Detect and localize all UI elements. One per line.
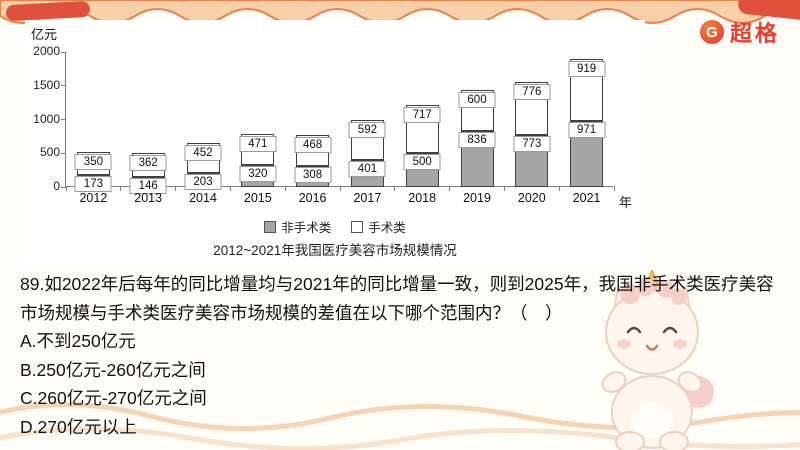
question-text-line1: 89.如2022年后每年的同比增量均与2021年的同比增量一致，则到2025年，… <box>20 274 774 294</box>
unicorn-mascot <box>601 270 714 450</box>
bar-value-label-surgical: 776 <box>513 84 551 101</box>
x-axis-tick-mark <box>394 186 396 191</box>
y-axis-tick-mark <box>61 186 66 188</box>
x-axis-tick-mark <box>503 186 505 191</box>
bar-value-label-nonsurgical: 401 <box>348 160 386 177</box>
y-axis-tick-label: 500 <box>39 145 60 160</box>
x-axis-tick-mark <box>339 186 341 191</box>
x-axis-tick-mark <box>65 186 67 191</box>
bar-value-label-surgical: 452 <box>184 144 222 161</box>
x-axis-tick-mark <box>120 186 122 191</box>
y-axis-tick-mark <box>61 152 66 154</box>
y-axis-tick-mark <box>61 85 66 87</box>
legend-label-surgical: 手术类 <box>368 221 406 235</box>
option-b: B.250亿元-260亿元之间 <box>20 359 206 380</box>
logo-text: 超格 <box>729 21 780 46</box>
question-text-line2: 市场规模与手术类医疗美容市场规模的差值在以下哪个范围内？（ ） <box>20 302 563 323</box>
y-axis-tick-label: 1500 <box>33 77 60 92</box>
logo-g-icon: G <box>699 20 724 44</box>
bar-value-label-surgical: 592 <box>348 121 386 138</box>
bar-value-label-nonsurgical: 971 <box>568 122 606 139</box>
bar-value-label-surgical: 362 <box>129 154 167 171</box>
bar-value-label-nonsurgical: 146 <box>129 178 167 195</box>
y-axis-tick-label: 0 <box>53 179 60 193</box>
plot-area: 0 500 1000 1500 2000 350 173 2012 362 146 2013 452 2… <box>33 44 615 205</box>
bar-value-label-surgical: 471 <box>239 135 277 152</box>
x-axis-tick-mark <box>613 186 615 191</box>
top-wave-decoration <box>0 0 800 24</box>
legend-swatch-surgical-icon <box>351 220 364 233</box>
y-axis-tick-mark <box>61 51 66 53</box>
x-axis-tick-mark <box>449 186 451 191</box>
bar-value-label-nonsurgical: 308 <box>294 167 332 184</box>
legend-item-nonsurgical: 非手术类 <box>264 217 331 236</box>
bar-value-label-nonsurgical: 773 <box>513 135 551 152</box>
question-block: 89.如2022年后每年的同比增量均与2021年的同比增量一致，则到2025年，… <box>20 270 784 441</box>
option-c: C.260亿元-270亿元之间 <box>20 388 207 408</box>
x-axis-category-label: 2016 <box>298 191 327 205</box>
option-d: D.270亿元以上 <box>20 416 137 437</box>
brand-logo: G 超格 <box>699 16 780 48</box>
x-axis-tick-mark <box>284 186 286 191</box>
y-axis-tick-label: 1000 <box>33 111 60 126</box>
chart-legend: 非手术类 手术类 <box>25 217 645 236</box>
x-axis-category-label: 2014 <box>189 191 217 205</box>
x-axis-category-label: 2015 <box>243 191 272 205</box>
bar-value-label-nonsurgical: 203 <box>184 174 222 191</box>
y-axis-tick-label: 2000 <box>33 44 60 58</box>
x-axis-year-label: 年 <box>619 195 633 210</box>
bar-value-label-surgical: 600 <box>458 92 496 109</box>
x-axis-tick-mark <box>175 186 177 191</box>
x-axis-category-label: 2021 <box>572 191 601 205</box>
bar-value-label-nonsurgical: 836 <box>458 131 496 148</box>
bar-value-label-surgical: 919 <box>568 61 606 78</box>
x-axis-category-label: 2019 <box>463 191 491 205</box>
x-axis-category-label: 2013 <box>134 191 163 205</box>
x-axis-category-label: 2018 <box>408 191 437 205</box>
bar-value-label-surgical: 350 <box>74 153 112 170</box>
bar-value-label-surgical: 717 <box>403 106 441 123</box>
x-axis-category-label: 2017 <box>353 191 382 205</box>
bottom-wave-decoration <box>0 402 800 450</box>
bar-value-label-nonsurgical: 320 <box>239 166 277 183</box>
chart-panel: 亿元 0 500 1000 1500 2000 350 173 2012 362 146 2013 4… <box>25 20 645 265</box>
legend-label-nonsurgical: 非手术类 <box>281 221 332 235</box>
x-axis-category-label: 2012 <box>79 191 108 205</box>
chart-title: 2012~2021年我国医疗美容市场规模情况 <box>213 243 457 258</box>
bar-value-label-surgical: 468 <box>294 136 332 153</box>
x-axis-tick-mark <box>229 186 231 191</box>
option-a: A.不到250亿元 <box>20 331 136 351</box>
legend-swatch-nonsurgical-icon <box>264 220 277 233</box>
x-axis-category-label: 2020 <box>517 191 546 205</box>
legend-item-surgical: 手术类 <box>351 217 406 236</box>
bar-value-label-nonsurgical: 173 <box>74 176 112 193</box>
y-axis-tick-mark <box>61 119 66 120</box>
y-axis-unit-label: 亿元 <box>31 27 58 42</box>
bar-value-label-nonsurgical: 500 <box>403 154 441 171</box>
x-axis-tick-mark <box>558 186 560 191</box>
